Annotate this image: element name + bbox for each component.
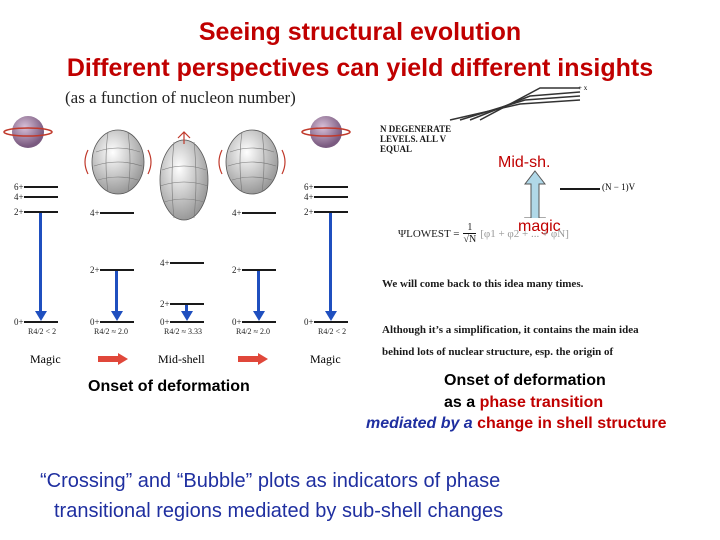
right-arrow-icon — [98, 353, 128, 365]
simplification-line-1: Although it’s a simplification, it conta… — [382, 324, 639, 336]
level-label: 6+ — [14, 182, 24, 192]
left-caption: Onset of deformation — [88, 378, 250, 395]
right-caption-line-3: mediated by a change in shell structure — [366, 415, 667, 433]
fraction: 1 √N — [463, 222, 477, 245]
spherical-nucleus-right — [310, 116, 342, 148]
mediated-word: mediated — [227, 500, 310, 522]
r42-ratio: R4/2 ≈ 2.0 — [236, 327, 270, 336]
bottom-text: by sub-shell changes — [309, 500, 504, 522]
fraction-numerator: 1 — [467, 222, 473, 233]
level-label: 4+ — [304, 192, 314, 202]
bottom-line-1: “Crossing” and “Bubble” plots as indicat… — [40, 470, 501, 492]
level-label: 0+ — [14, 317, 24, 327]
level-label: 2+ — [14, 207, 24, 217]
mediated-text: mediated by a — [366, 415, 478, 432]
left-subtitle: (as a function of nucleon number) — [65, 88, 296, 107]
r42-ratio: R4/2 < 2 — [318, 327, 347, 336]
psi-sum: [φ1 + φ2 + ... + φN] — [480, 227, 569, 240]
level-label: (N − 1)V — [602, 182, 636, 192]
right-caption-line-1: Onset of deformation — [444, 372, 606, 389]
magic-tag-right: Magic — [310, 352, 341, 366]
top-right-label: + x — [578, 84, 588, 92]
degenerate-line: N DEGENERATE — [380, 124, 452, 134]
level-label: 2+ — [232, 265, 242, 275]
shell-structure-text: change in shell structure — [477, 415, 667, 432]
r42-ratio: R4/2 ≈ 3.33 — [164, 327, 202, 336]
magic-tag-left: Magic — [30, 352, 61, 366]
come-back-text: We will come back to this idea many time… — [382, 278, 584, 290]
r42-ratio: R4/2 ≈ 2.0 — [94, 327, 128, 336]
spherical-nucleus-left — [12, 116, 44, 148]
simplification-line-2: behind lots of nuclear structure, esp. t… — [382, 346, 614, 358]
level-label: 0+ — [90, 317, 100, 327]
fraction-denominator: √N — [463, 233, 477, 245]
level-label: 4+ — [160, 258, 170, 268]
level-label: 4+ — [232, 208, 242, 218]
mid-shell-tag: Mid-shell — [158, 352, 205, 366]
mid-sh-label: Mid-sh. — [498, 154, 551, 171]
level-label: 4+ — [90, 208, 100, 218]
title-line-2: Different perspectives can yield differe… — [66, 54, 654, 82]
right-caption-line-2: as a phase transition — [444, 394, 603, 412]
deformed-nucleus-mid — [159, 139, 209, 221]
level-label: 0+ — [304, 317, 314, 327]
degenerate-text: N DEGENERATE LEVELS. ALL V EQUAL — [380, 124, 451, 154]
caption-text: as a — [444, 394, 480, 411]
level-label: 0+ — [232, 317, 242, 327]
level-label: 2+ — [90, 265, 100, 275]
phase-transition-text: phase transition — [479, 394, 604, 411]
level-label: 2+ — [304, 207, 314, 217]
degenerate-line: EQUAL — [380, 144, 413, 154]
degenerate-line: LEVELS. ALL V — [380, 134, 447, 144]
level-label: 2+ — [160, 299, 170, 309]
wavefunction-equation: ΨLOWEST = 1 √N [φ1 + φ2 + ... + φN] — [398, 222, 569, 245]
magic-label: magic — [518, 218, 561, 236]
level-label: 0+ — [160, 317, 170, 327]
degenerate-level-lines — [449, 87, 581, 121]
bottom-text: transitional regions — [54, 500, 228, 522]
r42-ratio: R4/2 < 2 — [28, 327, 57, 336]
title-line-1: Seeing structural evolution — [198, 18, 522, 46]
psi-lowest: ΨLOWEST = — [398, 227, 460, 240]
level-label: 6+ — [304, 182, 314, 192]
right-arrow-icon — [238, 353, 268, 365]
bottom-line-2: transitional regions mediated by sub-she… — [54, 500, 503, 523]
level-label: 4+ — [14, 192, 24, 202]
nuclear-shapes-illustration — [3, 116, 351, 221]
level-line — [560, 188, 600, 190]
